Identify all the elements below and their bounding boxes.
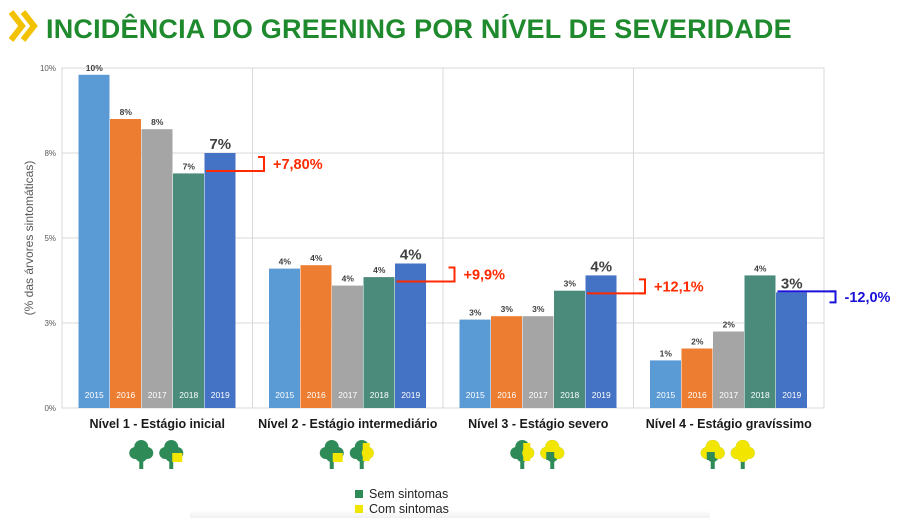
data-label: 10%	[86, 63, 103, 73]
bar-year-label: 2017	[719, 390, 738, 400]
bar	[110, 119, 141, 408]
data-label: 8%	[120, 107, 133, 117]
change-annotation: +9,9%	[464, 268, 506, 284]
change-annotation: +7,80%	[273, 157, 323, 173]
y-tick-label: 5%	[44, 234, 56, 243]
y-tick-label: 0%	[44, 404, 56, 413]
bar	[713, 331, 744, 408]
legend: Sem sintomas Com sintomas	[355, 486, 449, 516]
bar	[300, 265, 332, 408]
y-tick-label: 10%	[40, 64, 56, 73]
bar-year-label: 2015	[466, 390, 485, 400]
data-label: 3%	[532, 304, 545, 314]
data-label: 7%	[183, 161, 196, 171]
bar	[459, 319, 491, 408]
bar	[776, 292, 807, 408]
bar	[332, 285, 363, 408]
data-label: 3%	[501, 304, 514, 314]
bar	[650, 360, 681, 408]
data-label: 4%	[400, 247, 422, 264]
change-bracket	[829, 290, 837, 304]
bar-year-label: 2016	[116, 390, 135, 400]
data-label: 3%	[781, 275, 803, 292]
category-label: Nível 3 - Estágio severo	[468, 417, 609, 431]
data-label: 4%	[279, 257, 292, 267]
data-label: 7%	[209, 136, 231, 153]
change-bracket	[448, 266, 456, 283]
y-axis-label: (% das árvores sintomáticas)	[22, 161, 36, 316]
data-label: 1%	[660, 348, 673, 358]
bar-year-label: 2017	[529, 390, 548, 400]
bar-year-label: 2019	[782, 390, 801, 400]
legend-item-sem-sintomas: Sem sintomas	[355, 486, 449, 501]
data-label: 2%	[723, 320, 736, 330]
bar-year-label: 2015	[85, 390, 104, 400]
page-title: INCIDÊNCIA DO GREENING POR NÍVEL DE SEVE…	[46, 14, 792, 44]
data-label: 4%	[590, 258, 612, 275]
bar-year-label: 2018	[560, 390, 579, 400]
bar	[585, 275, 617, 408]
data-label: 4%	[310, 253, 323, 263]
data-label: 3%	[469, 308, 482, 318]
bar	[522, 316, 554, 408]
tree-icon	[159, 440, 184, 469]
bar	[141, 129, 173, 408]
bar	[744, 275, 776, 408]
category-label: Nível 2 - Estágio intermediário	[258, 417, 438, 431]
bar-year-label: 2018	[370, 390, 389, 400]
bar	[395, 263, 426, 408]
tree-icon	[319, 440, 344, 469]
bar	[491, 316, 522, 408]
bar-year-label: 2019	[401, 390, 420, 400]
tree-icon	[540, 440, 565, 469]
tree-icon	[700, 440, 725, 469]
bar-year-label: 2016	[497, 390, 516, 400]
bar-year-label: 2016	[688, 390, 707, 400]
bar-year-label: 2019	[211, 390, 230, 400]
bar-year-label: 2017	[338, 390, 357, 400]
data-label: 3%	[564, 279, 577, 289]
data-label: 4%	[373, 265, 386, 275]
bar-year-label: 2017	[148, 390, 167, 400]
change-annotation: -12,0%	[845, 290, 891, 306]
legend-label: Com sintomas	[369, 501, 449, 516]
data-label: 4%	[754, 263, 767, 273]
bar-year-label: 2019	[592, 390, 611, 400]
change-bracket	[258, 156, 265, 172]
bar-year-label: 2016	[307, 390, 326, 400]
category-label: Nível 4 - Estágio gravíssimo	[646, 417, 812, 431]
bar	[269, 268, 300, 408]
data-label: 8%	[151, 117, 164, 127]
double-chevron-icon	[8, 10, 38, 42]
bar-year-label: 2015	[656, 390, 675, 400]
tree-icon	[349, 440, 374, 469]
legend-item-com-sintomas: Com sintomas	[355, 501, 449, 516]
change-annotation: +12,1%	[654, 279, 704, 295]
bar	[681, 348, 713, 408]
tree-icon	[730, 440, 755, 469]
bottom-shadow	[190, 510, 710, 518]
bar	[78, 74, 110, 409]
data-label: 4%	[342, 274, 355, 284]
bar	[554, 290, 585, 408]
tree-icon	[129, 440, 154, 469]
y-tick-label: 8%	[44, 149, 56, 158]
category-label: Nível 1 - Estágio inicial	[90, 417, 225, 431]
bar	[204, 153, 236, 408]
header: INCIDÊNCIA DO GREENING POR NÍVEL DE SEVE…	[0, 0, 900, 60]
legend-label: Sem sintomas	[369, 486, 449, 501]
y-tick-label: 3%	[44, 319, 56, 328]
bar	[173, 173, 204, 408]
change-bracket	[639, 278, 646, 295]
legend-swatch	[355, 504, 363, 513]
tree-icon	[510, 440, 535, 469]
bar-year-label: 2018	[751, 390, 770, 400]
legend-swatch	[355, 489, 363, 498]
data-label: 2%	[691, 337, 704, 347]
bar-year-label: 2015	[275, 390, 294, 400]
bar	[363, 277, 395, 408]
bar-year-label: 2018	[179, 390, 198, 400]
